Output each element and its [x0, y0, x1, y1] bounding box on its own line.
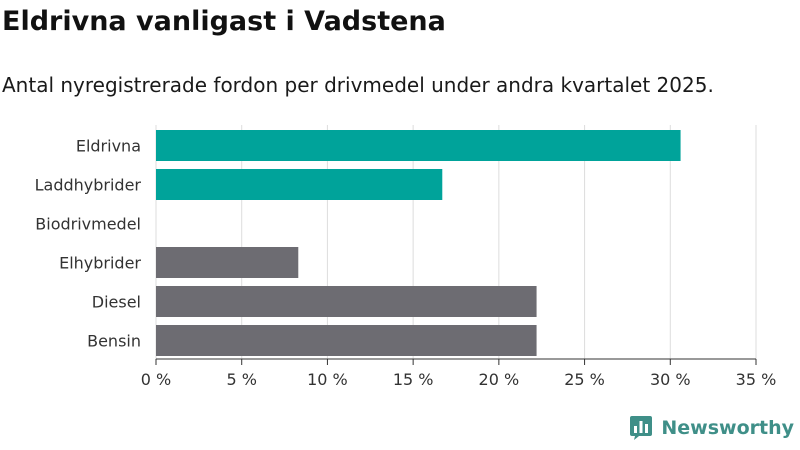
category-label: Diesel: [92, 293, 141, 312]
category-label: Bensin: [87, 332, 141, 351]
brand-name: Newsworthy: [661, 417, 794, 439]
x-tick-label: 10 %: [307, 370, 348, 389]
bar-bensin: [156, 325, 537, 356]
x-tick-label: 15 %: [393, 370, 434, 389]
bar-diesel: [156, 286, 537, 317]
x-tick-label: 0 %: [141, 370, 171, 389]
bar-chart-speech-bubble-icon: [630, 416, 653, 440]
category-label: Elhybrider: [59, 254, 141, 273]
x-tick-label: 5 %: [226, 370, 256, 389]
category-label: Biodrivmedel: [35, 215, 141, 234]
x-tick-label: 20 %: [479, 370, 520, 389]
x-tick-label: 35 %: [736, 370, 777, 389]
bar-elhybrider: [156, 247, 299, 278]
bar-eldrivna: [156, 130, 681, 161]
bar-laddhybrider: [156, 169, 443, 200]
chart-subtitle: Antal nyregistrerade fordon per drivmede…: [2, 73, 714, 97]
brand-logo-block: Newsworthy: [629, 412, 794, 444]
category-label: Eldrivna: [76, 137, 141, 156]
x-tick-label: 25 %: [564, 370, 605, 389]
x-tick-label: 30 %: [650, 370, 691, 389]
chart-title: Eldrivna vanligast i Vadstena: [2, 6, 446, 37]
category-label: Laddhybrider: [35, 176, 142, 195]
